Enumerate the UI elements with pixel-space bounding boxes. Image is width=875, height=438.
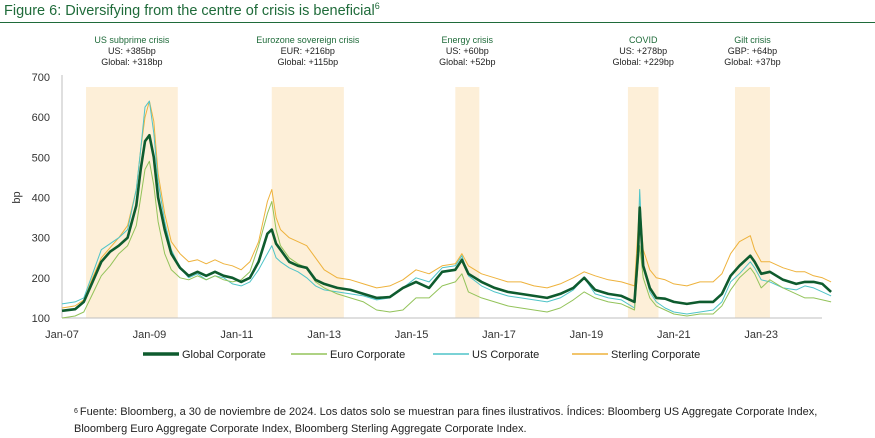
- crisis-band: [455, 87, 480, 318]
- figure-title-footnote-marker: 6: [374, 1, 380, 11]
- crisis-label: US subprime crisis: [94, 35, 170, 45]
- legend-label: US Corporate: [472, 349, 539, 361]
- footnote: 6 Fuente: Bloomberg, a 30 de noviembre de…: [74, 404, 854, 438]
- legend-label: Euro Corporate: [330, 349, 405, 361]
- x-tick-label: Jan-23: [744, 329, 778, 341]
- crisis-spread-label: Global: +37bp: [724, 57, 780, 67]
- crisis-spread-label: US: +385bp: [108, 46, 156, 56]
- legend-label: Sterling Corporate: [611, 349, 700, 361]
- x-tick-label: Jan-09: [133, 329, 167, 341]
- crisis-label: COVID: [629, 35, 658, 45]
- x-tick-label: Jan-11: [220, 329, 253, 341]
- crisis-bands: [86, 87, 770, 318]
- crisis-band: [86, 87, 178, 318]
- x-tick-label: Jan-19: [570, 329, 604, 341]
- y-tick-label: 100: [32, 313, 50, 325]
- crisis-spread-label: GBP: +64bp: [728, 46, 777, 56]
- legend-item: Global Corporate: [143, 349, 266, 361]
- title-divider: [0, 22, 875, 23]
- y-tick-label: 500: [32, 152, 50, 164]
- y-tick-label: 300: [32, 233, 50, 245]
- x-tick-label: Jan-21: [657, 329, 691, 341]
- x-tick-label: Jan-07: [45, 329, 79, 341]
- y-tick-label: 600: [32, 112, 50, 124]
- x-tick-label: Jan-13: [307, 329, 341, 341]
- crisis-spread-label: Global: +115bp: [277, 57, 338, 67]
- figure-title-text: Figure 6: Diversifying from the centre o…: [4, 3, 375, 19]
- legend-item: Sterling Corporate: [572, 349, 700, 361]
- series-line-euro-corporate: [61, 160, 832, 319]
- y-axis: 100 200 300 400 500 600 700 bp: [11, 72, 63, 325]
- series-lines: [61, 100, 832, 319]
- legend-label: Global Corporate: [182, 349, 266, 361]
- x-tick-label: Jan-15: [395, 329, 429, 341]
- crisis-spread-label: US: +278bp: [619, 46, 667, 56]
- figure-title: Figure 6: Diversifying from the centre o…: [4, 1, 380, 19]
- series-line-global-corporate: [61, 133, 832, 313]
- legend: Global Corporate Euro Corporate US Corpora…: [143, 349, 700, 361]
- crisis-band: [734, 87, 770, 318]
- series-line-us-corporate: [61, 100, 832, 315]
- crisis-label: Eurozone sovereign crisis: [256, 35, 360, 45]
- legend-item: Euro Corporate: [291, 349, 405, 361]
- crisis-spread-label: Global: +229bp: [613, 57, 674, 67]
- crisis-label: Energy crisis: [442, 35, 494, 45]
- footnote-text: Fuente: Bloomberg, a 30 de noviembre de …: [74, 406, 818, 435]
- crisis-spread-label: Global: +52bp: [439, 57, 495, 67]
- crisis-spread-label: EUR: +216bp: [281, 46, 335, 56]
- footnote-marker: 6: [74, 408, 78, 415]
- series-line-sterling-corporate: [61, 100, 832, 309]
- y-tick-label: 400: [32, 193, 50, 205]
- y-axis-title: bp: [11, 191, 23, 203]
- y-tick-label: 700: [32, 72, 50, 84]
- crisis-band: [271, 87, 344, 318]
- crisis-label: Gilt crisis: [734, 35, 771, 45]
- crisis-band: [627, 87, 659, 318]
- crisis-spread-label: Global: +318bp: [101, 57, 162, 67]
- x-axis: Jan-07 Jan-09 Jan-11 Jan-13 Jan-15 Jan-17 Jan-…: [45, 317, 822, 341]
- x-tick-label: Jan-17: [482, 329, 516, 341]
- crisis-spread-label: US: +60bp: [446, 46, 489, 56]
- legend-item: US Corporate: [433, 349, 539, 361]
- y-tick-label: 200: [32, 273, 50, 285]
